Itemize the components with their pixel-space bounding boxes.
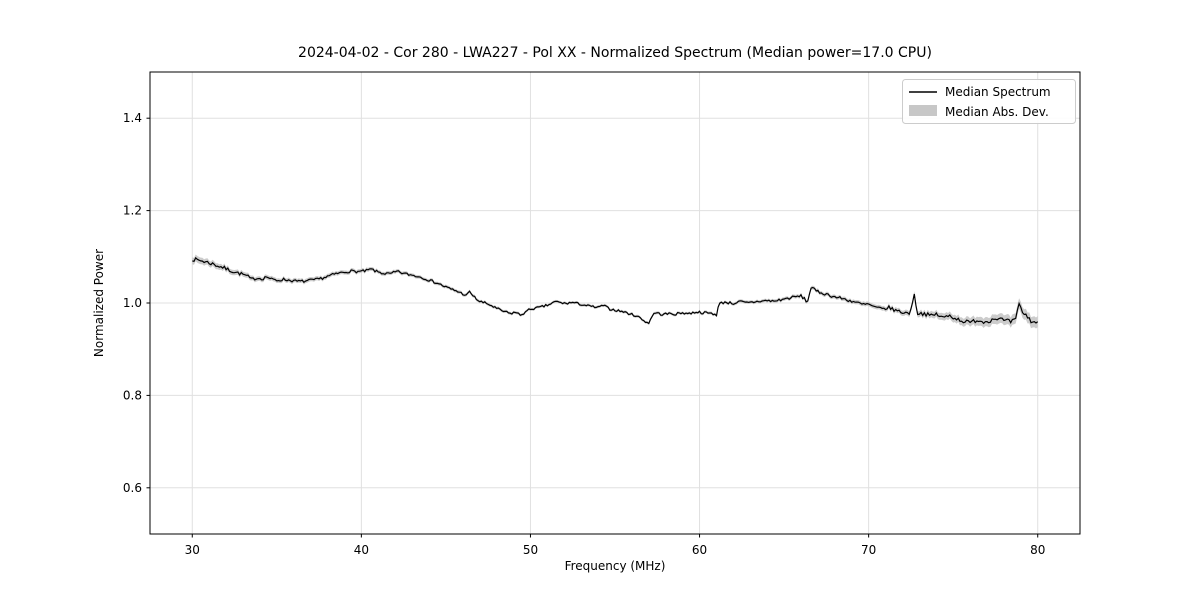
x-tick-label: 30 [185, 543, 200, 557]
y-tick-label: 0.6 [123, 481, 142, 495]
legend-label-median-spectrum: Median Spectrum [945, 85, 1051, 99]
y-tick-label: 1.2 [123, 204, 142, 218]
y-axis-label: Normalized Power [92, 249, 106, 357]
grid [150, 72, 1080, 534]
x-tick-label: 40 [354, 543, 369, 557]
median-abs-dev-band [192, 254, 1038, 329]
x-axis-label: Frequency (MHz) [565, 559, 666, 573]
series [192, 254, 1039, 329]
chart-title: 2024-04-02 - Cor 280 - LWA227 - Pol XX -… [298, 45, 932, 61]
x-tick-label: 70 [861, 543, 876, 557]
x-tick-label: 60 [692, 543, 707, 557]
legend: Median Spectrum Median Abs. Dev. [902, 79, 1076, 124]
y-tick-label: 1.0 [123, 296, 142, 310]
legend-band-swatch [909, 105, 937, 116]
x-tick-label: 50 [523, 543, 538, 557]
median-spectrum-line [192, 256, 1039, 325]
y-tick-label: 0.8 [123, 388, 142, 402]
x-tick-label: 80 [1030, 543, 1045, 557]
legend-box [902, 79, 1076, 124]
legend-label-median-abs-dev: Median Abs. Dev. [945, 105, 1049, 119]
axis-ticks: 30 40 50 60 70 80 0.6 0.8 1.0 1.2 1.4 [123, 111, 1045, 557]
y-tick-label: 1.4 [123, 111, 142, 125]
